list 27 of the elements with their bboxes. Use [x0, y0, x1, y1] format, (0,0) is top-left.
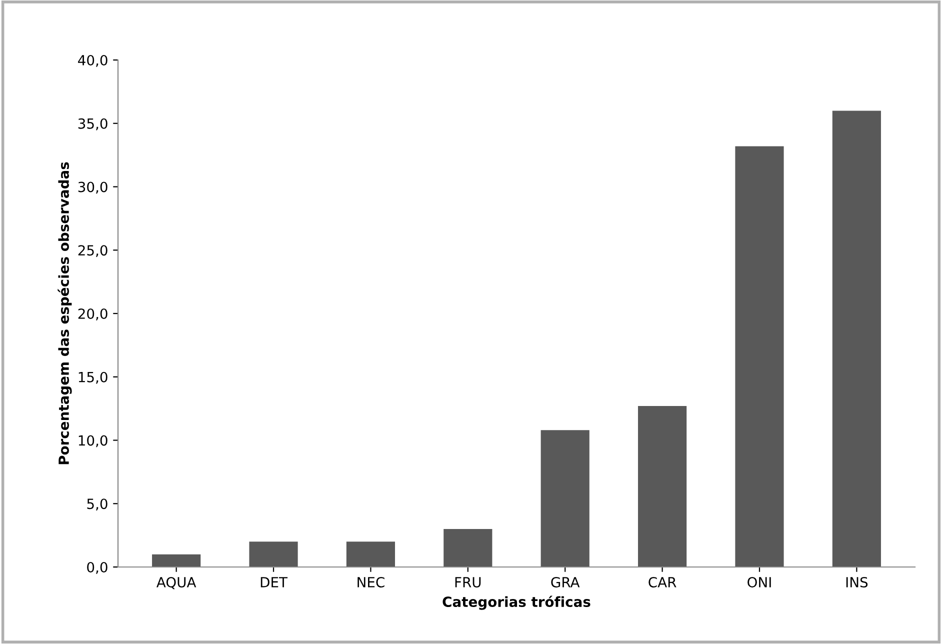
x-tick-label: NEC	[358, 576, 384, 588]
bar	[346, 542, 396, 567]
x-axis-title: Categorias tróficas	[442, 596, 590, 610]
bar	[832, 110, 881, 567]
y-tick-label: 15,0	[78, 372, 108, 384]
y-axis-title: Porcentagem das espécies observadas	[58, 162, 72, 464]
x-tick-label: FRU	[455, 577, 481, 588]
bar	[735, 146, 784, 567]
bar	[638, 406, 687, 567]
x-tick-label: ONI	[748, 576, 771, 588]
x-tick-label: GRA	[551, 576, 580, 588]
bar	[152, 554, 201, 567]
bar	[540, 430, 590, 567]
x-tick-label: AQUA	[156, 576, 196, 590]
y-tick-label: 0,0	[87, 562, 108, 574]
y-tick-label: 20,0	[78, 308, 108, 320]
x-tick-label: CAR	[648, 576, 676, 588]
y-tick-label: 25,0	[78, 245, 108, 258]
bar	[444, 528, 492, 567]
y-tick-label: 40,0	[78, 54, 108, 67]
y-tick-label: 30,0	[78, 182, 108, 194]
y-tick-label: 5,0	[87, 498, 108, 511]
y-tick-label: 10,0	[78, 435, 108, 448]
x-tick-label: DET	[260, 577, 288, 588]
bar	[249, 542, 298, 567]
y-tick-label: 35,0	[78, 118, 108, 130]
x-tick-label: INS	[846, 576, 868, 588]
